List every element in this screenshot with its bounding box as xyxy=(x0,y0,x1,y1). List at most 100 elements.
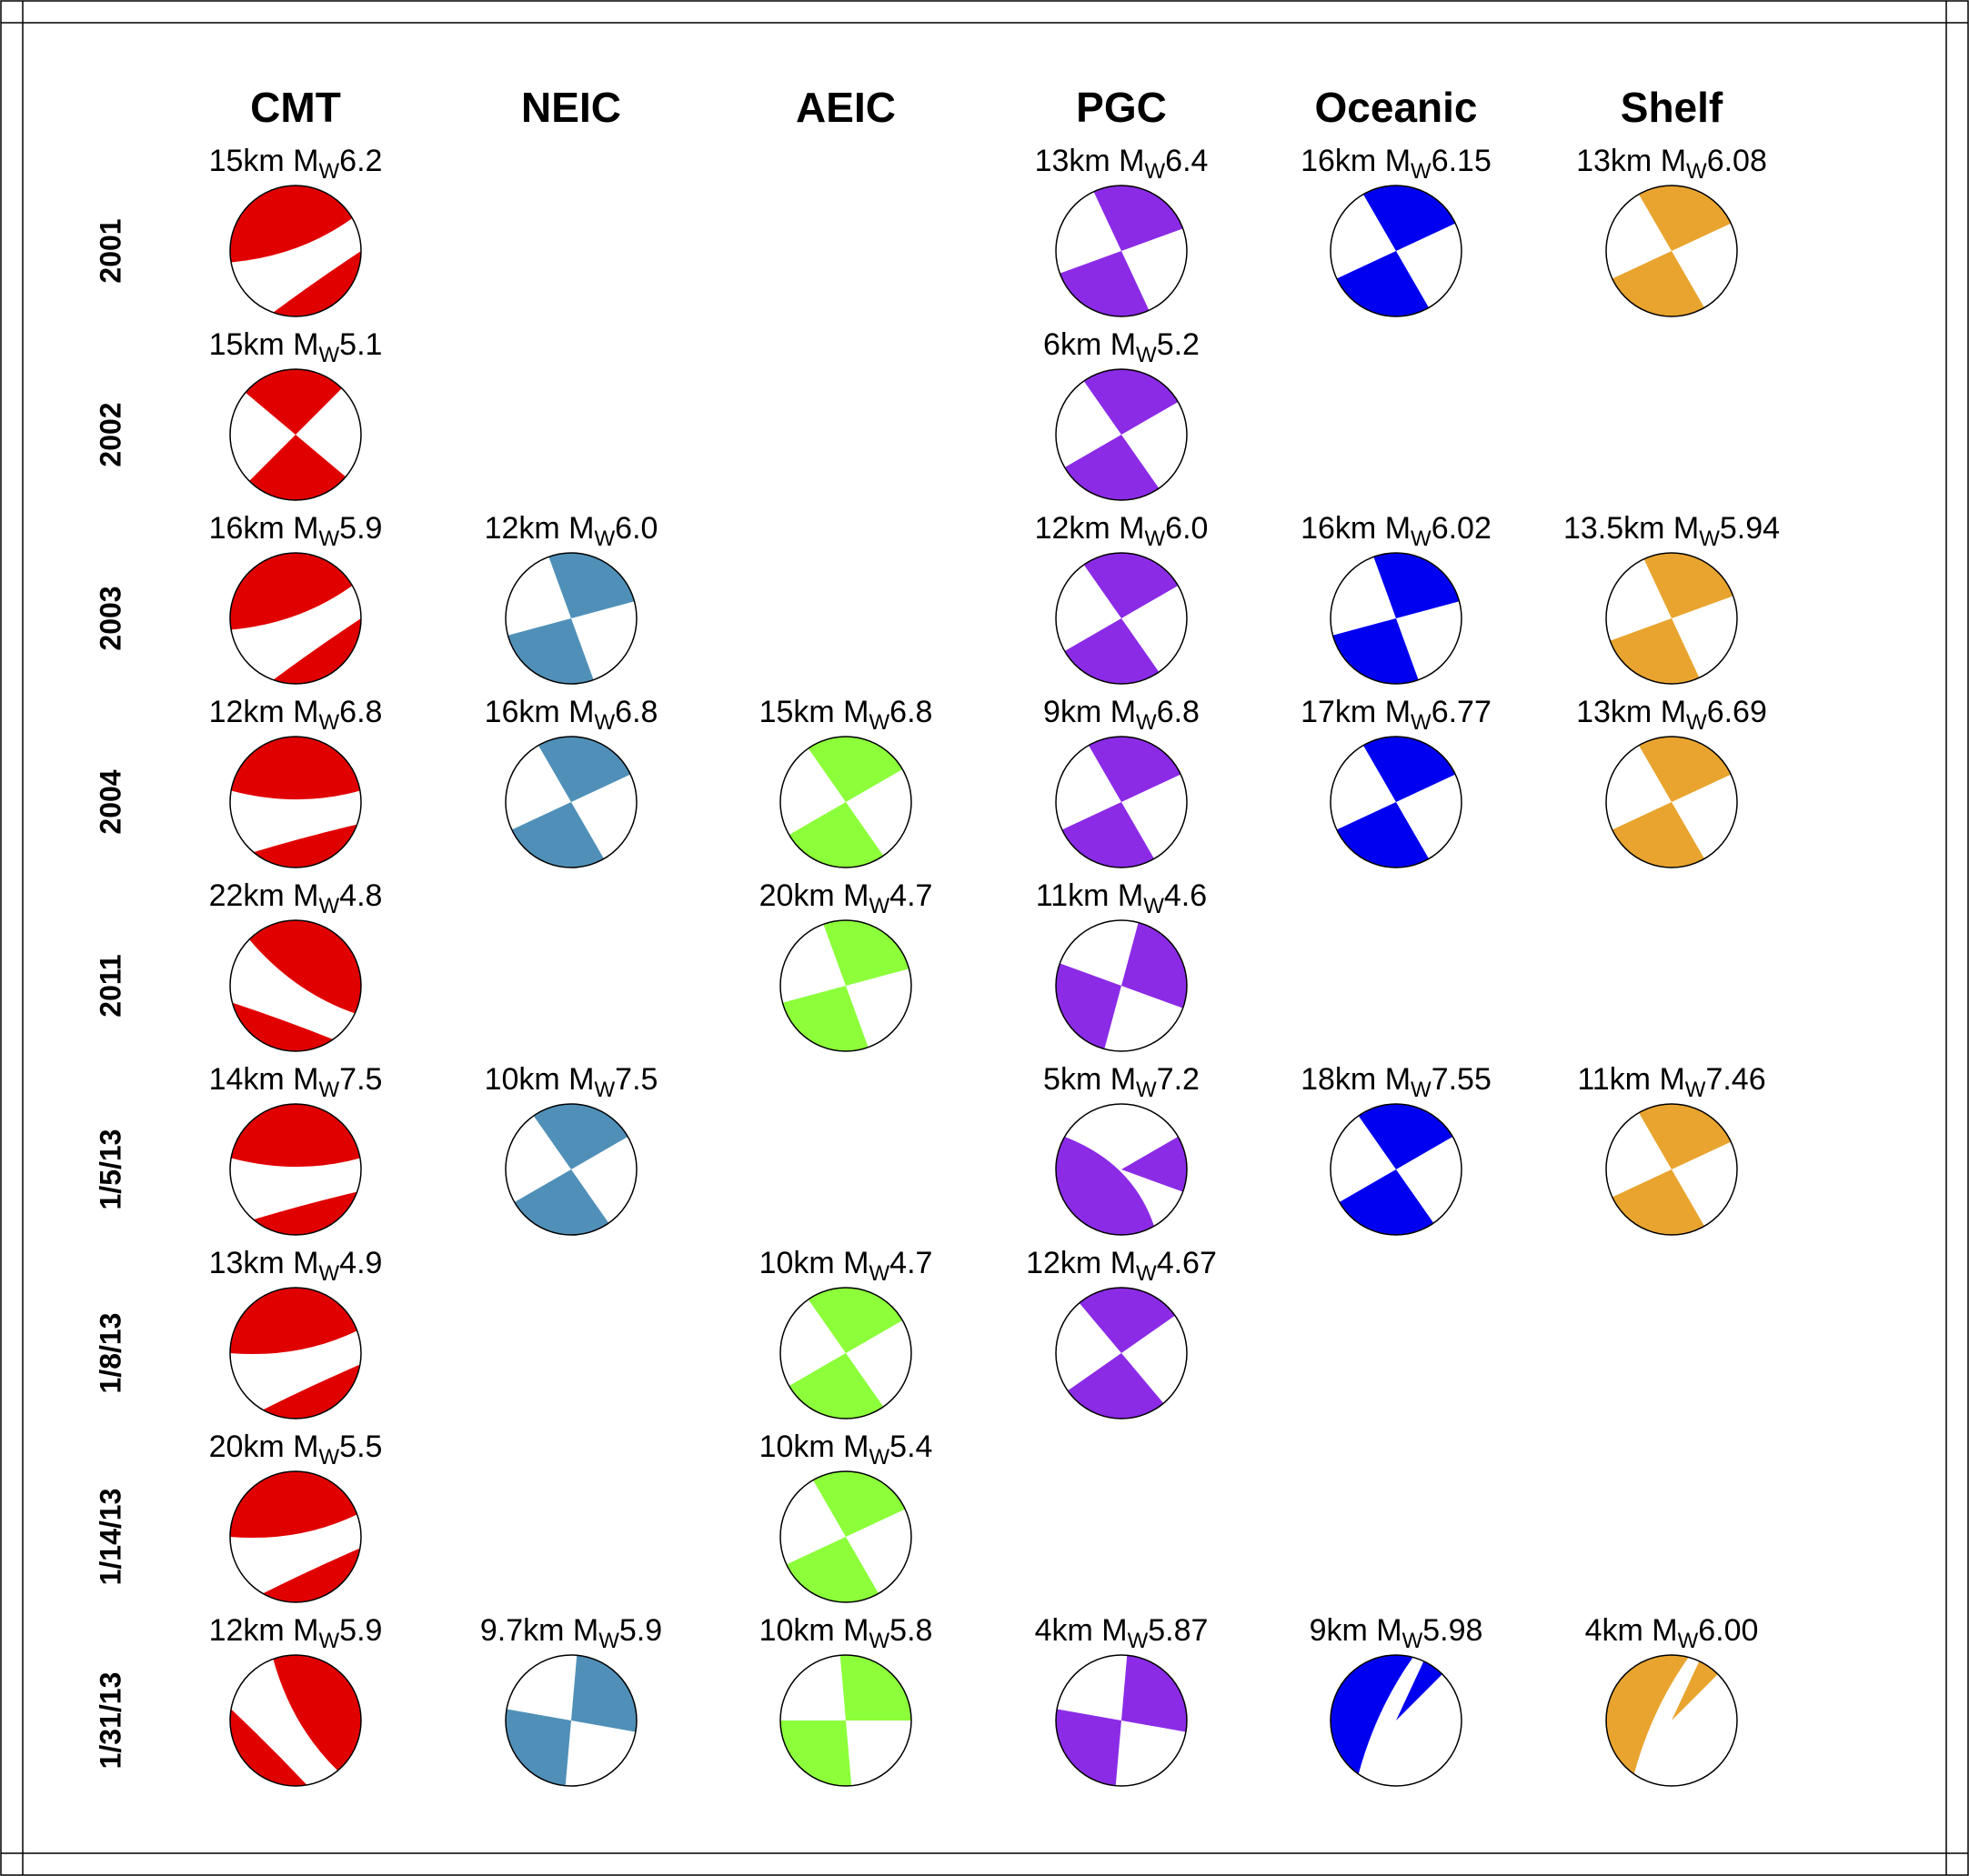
magnitude-symbol: M xyxy=(1673,511,1699,546)
magnitude-symbol: M xyxy=(1659,1062,1684,1097)
magnitude-symbol: M xyxy=(1110,327,1136,362)
depth-value: 4km xyxy=(1035,1613,1093,1648)
label-space xyxy=(1110,144,1119,178)
beachball-pgc xyxy=(1055,1103,1188,1236)
label-space xyxy=(1093,1613,1101,1648)
depth-value: 13km xyxy=(1576,144,1652,178)
depth-magnitude-label: 12km MW6.8 xyxy=(209,695,383,735)
magnitude-subscript: W xyxy=(1411,710,1432,735)
magnitude-subscript: W xyxy=(869,1629,890,1653)
beachball-oceanic xyxy=(1330,736,1462,868)
magnitude-symbol: M xyxy=(293,1062,318,1097)
beachball-cmt xyxy=(229,368,362,501)
magnitude-value: 4.67 xyxy=(1157,1246,1217,1280)
magnitude-subscript: W xyxy=(1411,527,1432,551)
depth-magnitude-label: 10km MW5.8 xyxy=(759,1613,933,1653)
magnitude-subscript: W xyxy=(595,527,616,551)
beachball-oceanic xyxy=(1330,1103,1462,1236)
magnitude-symbol: M xyxy=(1110,695,1136,729)
depth-magnitude-label: 13.5km MW5.94 xyxy=(1563,511,1780,551)
magnitude-subscript: W xyxy=(319,1078,340,1102)
row-label: 2003 xyxy=(94,586,126,650)
magnitude-symbol: M xyxy=(1118,878,1143,913)
magnitude-subscript: W xyxy=(1686,159,1707,184)
magnitude-symbol: M xyxy=(1119,511,1144,546)
magnitude-value: 7.46 xyxy=(1705,1062,1765,1097)
magnitude-symbol: M xyxy=(293,511,318,546)
beachball-cmt xyxy=(229,552,362,685)
label-space xyxy=(835,1613,843,1648)
magnitude-subscript: W xyxy=(1685,1078,1706,1102)
label-space xyxy=(285,511,293,546)
depth-magnitude-label: 15km MW6.2 xyxy=(209,144,383,184)
magnitude-value: 7.55 xyxy=(1432,1062,1492,1097)
magnitude-symbol: M xyxy=(1385,144,1411,178)
depth-magnitude-label: 15km MW5.1 xyxy=(209,327,383,367)
magnitude-value: 5.87 xyxy=(1148,1613,1208,1648)
depth-magnitude-label: 12km MW6.0 xyxy=(1035,511,1209,551)
label-space xyxy=(1652,144,1660,178)
magnitude-value: 6.4 xyxy=(1165,144,1208,178)
label-space xyxy=(1651,1062,1659,1097)
magnitude-subscript: W xyxy=(1402,1629,1423,1653)
label-space xyxy=(835,878,843,913)
label-space xyxy=(1664,511,1673,546)
depth-magnitude-label: 16km MW6.8 xyxy=(485,695,658,735)
depth-value: 6km xyxy=(1043,327,1101,362)
depth-value: 13km xyxy=(1035,144,1110,178)
magnitude-value: 5.8 xyxy=(889,1613,932,1648)
beachball-cmt xyxy=(229,1103,362,1236)
depth-value: 20km xyxy=(759,878,835,913)
depth-value: 15km xyxy=(209,144,285,178)
magnitude-symbol: M xyxy=(843,695,869,729)
magnitude-symbol: M xyxy=(293,327,318,362)
row-label: 1/14/13 xyxy=(94,1489,126,1586)
row-label: 1/5/13 xyxy=(94,1129,126,1210)
depth-value: 11km xyxy=(1577,1062,1651,1097)
magnitude-subscript: W xyxy=(1699,527,1720,551)
magnitude-symbol: M xyxy=(843,1613,869,1648)
depth-value: 12km xyxy=(1026,1246,1101,1280)
magnitude-subscript: W xyxy=(319,343,340,367)
magnitude-value: 5.9 xyxy=(339,1613,382,1648)
magnitude-value: 5.9 xyxy=(619,1613,662,1648)
magnitude-subscript: W xyxy=(1128,1629,1149,1653)
depth-value: 17km xyxy=(1301,695,1376,729)
magnitude-value: 5.9 xyxy=(339,511,382,546)
label-space xyxy=(285,1613,293,1648)
label-space xyxy=(560,511,568,546)
magnitude-subscript: W xyxy=(598,1629,619,1653)
magnitude-value: 7.5 xyxy=(339,1062,382,1097)
label-space xyxy=(1110,511,1119,546)
depth-value: 9.7km xyxy=(480,1613,565,1648)
beachball-pgc xyxy=(1055,185,1188,317)
depth-magnitude-label: 9km MW5.98 xyxy=(1310,1613,1483,1653)
beachball-shelf xyxy=(1605,1654,1738,1787)
beachball-oceanic xyxy=(1330,552,1462,685)
beachball-aeic xyxy=(779,919,912,1052)
depth-magnitude-label: 22km MW4.8 xyxy=(209,878,383,918)
label-space xyxy=(1643,1613,1652,1648)
depth-magnitude-label: 20km MW5.5 xyxy=(209,1430,383,1470)
column-title-neic: NEIC xyxy=(521,84,621,131)
beachball-pgc xyxy=(1055,1654,1188,1787)
beachball-shelf xyxy=(1605,736,1738,868)
depth-magnitude-label: 12km MW4.67 xyxy=(1026,1246,1217,1286)
beachball-aeic xyxy=(779,1287,912,1420)
depth-value: 15km xyxy=(759,695,835,729)
depth-value: 10km xyxy=(759,1613,835,1648)
beachball-cmt xyxy=(229,185,362,317)
beachball-shelf xyxy=(1605,185,1738,317)
magnitude-subscript: W xyxy=(1678,1629,1699,1653)
depth-value: 10km xyxy=(485,1062,560,1097)
magnitude-value: 4.9 xyxy=(339,1246,382,1280)
row-label: 2001 xyxy=(94,218,126,283)
beachball-oceanic xyxy=(1330,185,1462,317)
magnitude-subscript: W xyxy=(869,710,890,735)
depth-value: 12km xyxy=(485,511,560,546)
depth-magnitude-label: 9km MW6.8 xyxy=(1043,695,1200,735)
depth-value: 15km xyxy=(209,327,285,362)
beachball-shelf xyxy=(1605,1103,1738,1236)
